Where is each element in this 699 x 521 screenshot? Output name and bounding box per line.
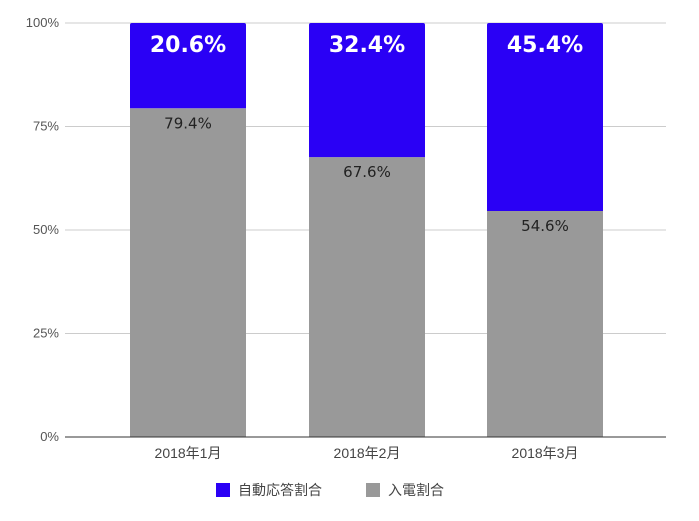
bar-segment-auto[interactable] (309, 23, 425, 158)
bar-segment-auto[interactable] (130, 23, 246, 109)
y-tick-label: 100% (26, 15, 60, 30)
y-tick-label: 50% (33, 222, 59, 237)
y-tick-label: 25% (33, 326, 59, 341)
data-label-auto: 20.6% (150, 33, 226, 58)
bar-segment-call[interactable] (130, 108, 246, 437)
x-tick-label: 2018年1月 (155, 445, 222, 461)
x-tick-label: 2018年3月 (512, 445, 579, 461)
data-label-auto: 32.4% (329, 33, 405, 58)
legend-item[interactable]: 自動応答割合 (216, 482, 322, 499)
data-label-call: 79.4% (164, 114, 212, 132)
data-label-call: 67.6% (343, 163, 391, 181)
bars (130, 23, 603, 438)
legend-item[interactable]: 入電割合 (366, 482, 444, 499)
bar-segment-call[interactable] (487, 210, 603, 437)
x-axis-ticks: 2018年1月 2018年2月 2018年3月 (155, 445, 579, 461)
y-tick-label: 75% (33, 119, 59, 134)
x-tick-label: 2018年2月 (334, 445, 401, 461)
y-axis-ticks: 0% 25% 50% 75% 100% (26, 15, 60, 444)
y-tick-label: 0% (40, 429, 59, 444)
data-label-call: 54.6% (521, 217, 569, 235)
bar-segment-auto[interactable] (487, 23, 603, 211)
legend-label: 入電割合 (388, 482, 444, 499)
legend[interactable]: 自動応答割合 入電割合 (216, 482, 444, 499)
bar-segment-call[interactable] (309, 157, 425, 438)
legend-swatch (216, 483, 230, 497)
data-label-auto: 45.4% (507, 33, 583, 58)
legend-swatch (366, 483, 380, 497)
data-labels: 20.6% 79.4% 32.4% 67.6% 45.4% 54.6% (150, 33, 583, 235)
legend-label: 自動応答割合 (238, 482, 322, 499)
